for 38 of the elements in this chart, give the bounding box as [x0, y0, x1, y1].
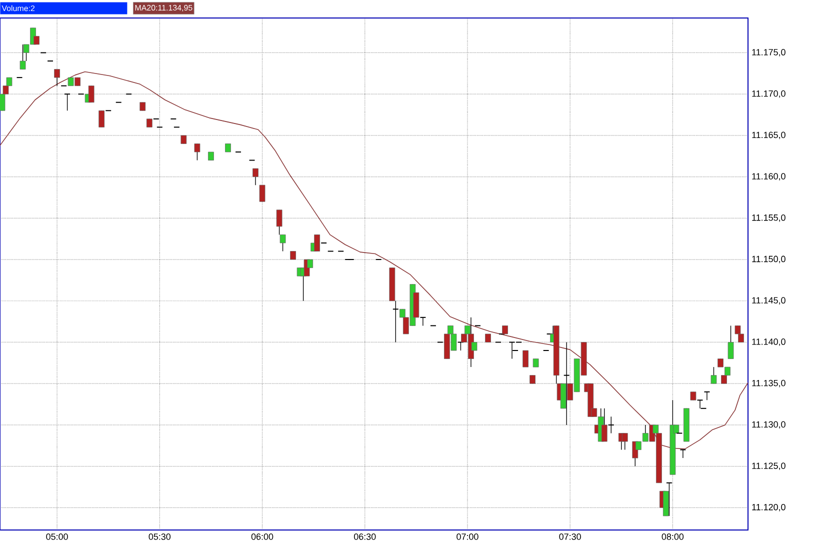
candlestick	[259, 184, 266, 202]
x-tick-label: 05:00	[46, 534, 68, 540]
candlestick	[276, 210, 282, 236]
candlestick	[522, 350, 528, 368]
candlestick	[420, 316, 426, 326]
candlestick	[194, 143, 200, 161]
y-tick-label: 11.160,0	[752, 173, 786, 180]
y-tick-label: 11.120,0	[752, 504, 786, 512]
candlestick	[622, 432, 628, 450]
candlestick	[680, 449, 686, 458]
candlestick	[696, 400, 704, 409]
y-tick-label: 11.150,0	[752, 256, 786, 264]
candlestick	[608, 416, 614, 434]
candlestick	[64, 94, 71, 111]
x-tick-label: 07:30	[559, 534, 581, 540]
y-tick-label: 11.145,0	[752, 297, 786, 305]
candlestick	[728, 325, 734, 360]
candlestick	[54, 68, 60, 86]
candlestick	[710, 366, 717, 384]
y-tick-label: 11.140,0	[752, 338, 786, 346]
y-tick-label: 11.125,0	[752, 462, 786, 470]
candlestick	[392, 300, 399, 343]
x-tick-label: 05:30	[148, 534, 171, 540]
x-tick-label: 07:00	[456, 534, 478, 540]
x-tick-label: 08:00	[662, 534, 684, 540]
candlestick	[280, 234, 286, 252]
y-tick-label: 11.175,0	[752, 49, 786, 56]
candlestick	[252, 168, 258, 186]
y-tick-label: 11.155,0	[752, 214, 786, 222]
candlestick	[20, 44, 26, 70]
x-tick-label: 06:00	[251, 534, 274, 540]
candlestick	[704, 391, 710, 400]
x-tick-label: 06:30	[354, 534, 376, 540]
y-tick-label: 11.135,0	[752, 380, 786, 388]
y-tick-label: 11.165,0	[752, 132, 786, 140]
y-tick-label: 11.170,0	[752, 90, 786, 98]
y-tick-label: 11.130,0	[752, 421, 786, 429]
line-series	[0, 71, 748, 450]
